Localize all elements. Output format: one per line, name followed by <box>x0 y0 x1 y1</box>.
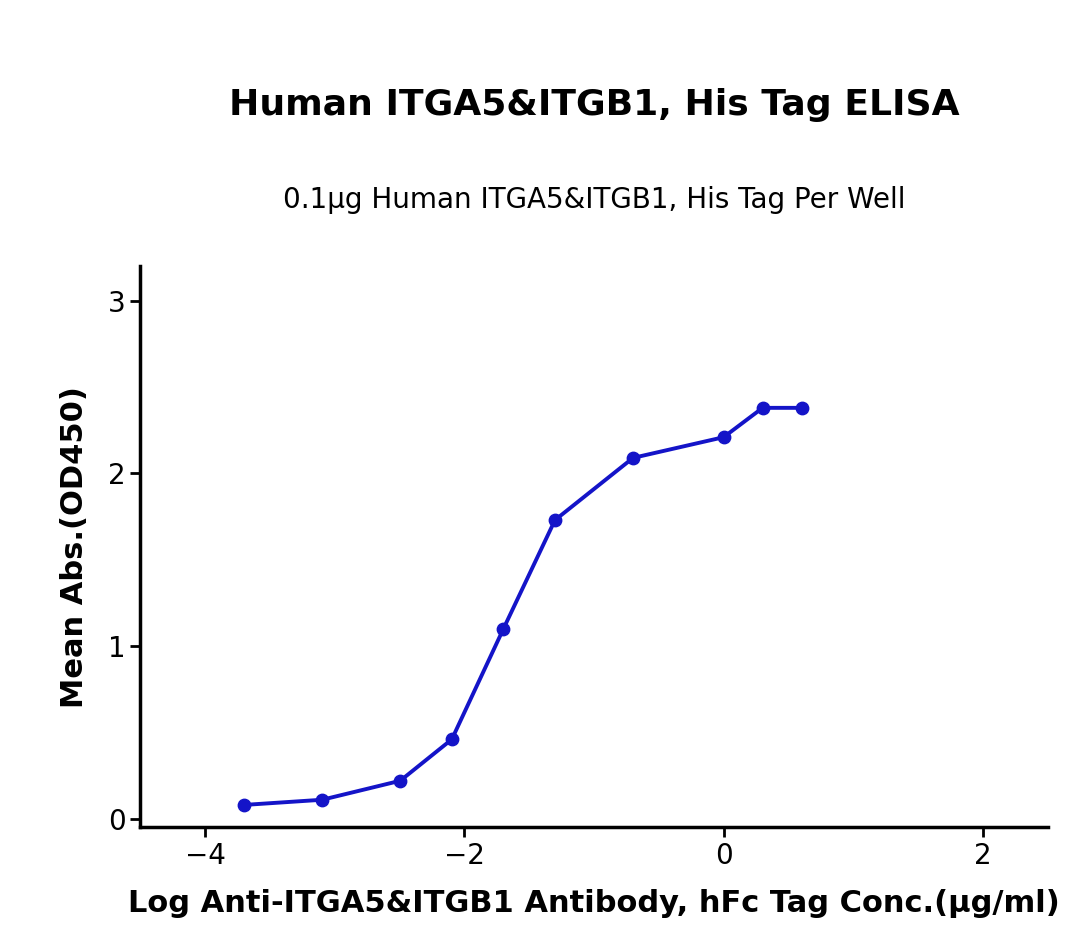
Y-axis label: Mean Abs.(OD450): Mean Abs.(OD450) <box>59 386 89 708</box>
Point <box>235 797 253 812</box>
Text: Human ITGA5&ITGB1, His Tag ELISA: Human ITGA5&ITGB1, His Tag ELISA <box>229 87 959 122</box>
X-axis label: Log Anti-ITGA5&ITGB1 Antibody, hFc Tag Conc.(µg/ml): Log Anti-ITGA5&ITGB1 Antibody, hFc Tag C… <box>129 889 1059 919</box>
Point <box>443 731 460 747</box>
Point <box>313 792 330 807</box>
Point <box>495 621 512 636</box>
Point <box>793 400 810 416</box>
Point <box>715 430 732 445</box>
Point <box>754 400 771 416</box>
Point <box>546 513 564 528</box>
Point <box>392 773 409 788</box>
Point <box>624 451 642 466</box>
Text: 0.1µg Human ITGA5&ITGB1, His Tag Per Well: 0.1µg Human ITGA5&ITGB1, His Tag Per Wel… <box>283 185 905 214</box>
